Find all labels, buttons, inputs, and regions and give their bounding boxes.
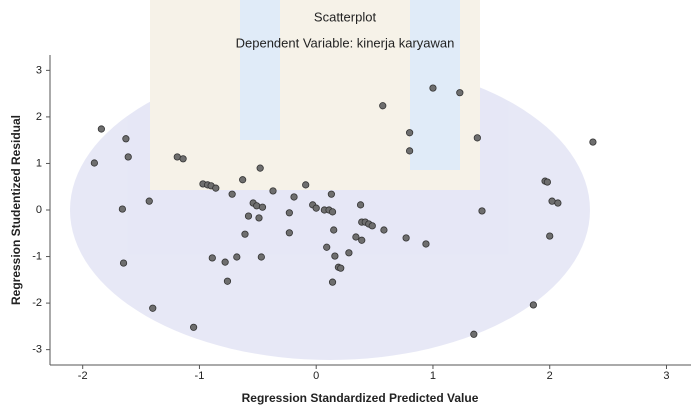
point [222,259,228,265]
point [259,204,265,210]
point [286,210,292,216]
watermark [70,0,590,360]
point [353,234,359,240]
point [590,139,596,145]
point [242,231,248,237]
y-tick-label: -3 [32,344,42,356]
point [245,213,251,219]
point [381,227,387,233]
point [474,135,480,141]
x-tick-label: -2 [78,370,88,382]
chart-subtitle: Dependent Variable: kinerja karyawan [236,35,455,50]
point [146,198,152,204]
chart: Scatterplot Dependent Variable: kinerja … [0,0,691,409]
y-tick-label: -2 [32,297,42,309]
point [270,188,276,194]
point [530,302,536,308]
point [256,215,262,221]
point [302,182,308,188]
point [224,278,230,284]
chart-title: Scatterplot [314,9,377,24]
point [123,136,129,142]
point [180,156,186,162]
y-axis-label: Regression Studentized Residual [9,115,23,305]
point [430,85,436,91]
point [174,154,180,160]
y-tick-label: 0 [36,204,42,216]
point [257,165,263,171]
point [406,148,412,154]
point [150,305,156,311]
point [98,126,104,132]
point [209,255,215,261]
point [213,185,219,191]
point [332,253,338,259]
point [253,203,259,209]
y-tick-label: 2 [36,111,42,123]
point [331,227,337,233]
point [329,279,335,285]
point [380,103,386,109]
point [119,206,125,212]
point [423,241,429,247]
page: {"chart_data": {"type": "scatter", "titl… [0,0,691,409]
x-tick-label: 1 [430,370,436,382]
point [324,244,330,250]
point [547,233,553,239]
point [229,191,235,197]
point [479,208,485,214]
point [338,265,344,271]
x-tick-label: 3 [663,370,669,382]
point [406,130,412,136]
x-tick-label: 2 [547,370,553,382]
point [328,191,334,197]
point [329,209,335,215]
x-tick-label: 0 [313,370,319,382]
y-tick-label: 3 [36,64,42,76]
point [286,230,292,236]
point [258,254,264,260]
point [555,200,561,206]
point [457,90,463,96]
point [190,324,196,330]
point [549,198,555,204]
x-axis-label: Regression Standardized Predicted Value [242,391,479,405]
point [544,179,550,185]
point [357,202,363,208]
point [91,160,97,166]
point [346,250,352,256]
point [120,260,126,266]
point [234,254,240,260]
point [313,205,319,211]
point [359,237,365,243]
y-tick-label: -1 [32,250,42,262]
x-tick-label: -1 [195,370,205,382]
point [471,331,477,337]
point [291,194,297,200]
point [125,154,131,160]
point [239,177,245,183]
point [403,235,409,241]
y-tick-label: 1 [36,157,42,169]
point [369,223,375,229]
